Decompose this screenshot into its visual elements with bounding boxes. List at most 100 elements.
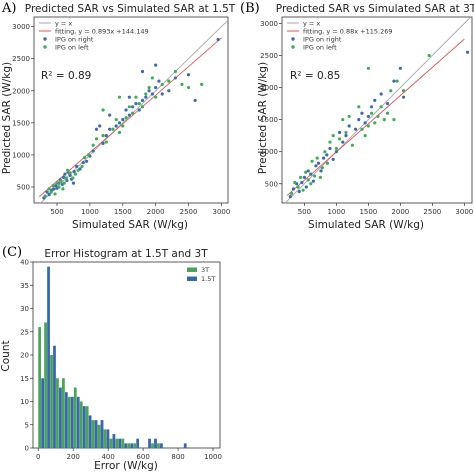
scatter-point-ipg-right <box>341 140 345 144</box>
scatter-point-ipg-right <box>288 194 292 199</box>
y-tick-label-c: 35 <box>20 282 29 290</box>
scatter-point-ipg-right <box>124 108 128 112</box>
scatter-point-ipg-left <box>401 89 406 93</box>
scatter-point-ipg-left <box>62 181 66 185</box>
scatter-point-ipg-right <box>108 127 112 131</box>
hist-bar-bar-1p5T <box>112 434 116 448</box>
scatter-point-ipg-left <box>111 127 115 131</box>
scatter-point-ipg-right <box>63 172 67 176</box>
x-tick-label-c: 1000 <box>204 453 222 461</box>
plot-content-a: 500 1000 1500 2000 2500 3000 500 1000 1500 2000 25… <box>12 19 230 216</box>
scatter-point-ipg-right <box>117 121 122 125</box>
scatter-point-ipg-right <box>319 169 323 173</box>
scatter-point-ipg-left <box>73 172 78 176</box>
hist-bar-bar-3T <box>73 387 77 448</box>
hist-bar-bar-3T <box>91 420 95 448</box>
y-tick-label-c: 10 <box>20 398 29 406</box>
x-axis-label-b: Simulated SAR (W/kg) <box>308 219 424 231</box>
scatter-point-ipg-left <box>117 130 122 135</box>
chart-title-b: Predicted SAR vs Simulated SAR at 3T <box>276 3 474 15</box>
y-tick-label-b: 1500 <box>260 116 278 124</box>
x-axis-label-c: Error (W/kg) <box>94 460 158 472</box>
x-tick-label-b: 1000 <box>327 208 345 216</box>
scatter-point-ipg-left <box>310 159 314 163</box>
scatter-point-ipg-left <box>147 85 151 90</box>
y-tick-label-b: 2000 <box>260 84 278 92</box>
hist-bar-bar-1p5T <box>154 438 157 448</box>
y-tick-label-a: 500 <box>17 183 30 191</box>
scatter-point-ipg-left <box>51 184 55 188</box>
y-tick-label-c: 15 <box>20 375 29 383</box>
scatter-point-ipg-left <box>376 114 380 119</box>
hist-bar-bar-3T <box>157 443 160 448</box>
scatter-point-ipg-right <box>154 85 158 90</box>
legend-ipg-right-swatch <box>291 37 295 41</box>
legend-label-bar-1p5T: 1.5T <box>201 275 215 283</box>
y-tick-label-a: 3000 <box>12 23 30 31</box>
scatter-point-ipg-left <box>289 191 294 195</box>
y-tick-label-c: 30 <box>20 305 29 313</box>
scatter-point-ipg-left <box>366 66 370 70</box>
y-tick-label-c: 5 <box>25 421 29 429</box>
legend-identity-line-label: y = x <box>55 19 72 27</box>
scatter-point-ipg-left <box>55 181 59 185</box>
scatter-point-ipg-right <box>61 175 66 179</box>
scatter-point-ipg-right <box>291 187 296 191</box>
hist-bar-bar-3T <box>97 424 101 448</box>
scatter-point-ipg-left <box>86 153 91 157</box>
hist-bar-bar-3T <box>127 443 131 448</box>
hist-bar-bar-3T <box>38 327 42 448</box>
scatter-point-ipg-left <box>427 53 431 58</box>
scatter-point-ipg-right <box>357 118 361 122</box>
hist-bar-bar-1p5T <box>64 392 68 448</box>
scatter-point-ipg-left <box>363 134 367 138</box>
scatter-point-ipg-right <box>337 130 342 135</box>
scatter-point-ipg-left <box>357 105 361 109</box>
scatter-point-ipg-right <box>321 156 326 160</box>
scatter-point-ipg-left <box>101 108 105 112</box>
r-squared-annotation-a: R² = 0.89 <box>41 70 91 82</box>
scatter-point-ipg-right <box>297 189 301 194</box>
scatter-point-ipg-left <box>373 121 377 125</box>
scatter-point-ipg-left <box>304 170 308 174</box>
legend-c: 3T1.5T <box>187 266 215 283</box>
scatter-point-ipg-left <box>117 95 122 99</box>
scatter-point-ipg-right <box>306 169 310 173</box>
scatter-point-ipg-left <box>71 176 75 180</box>
scatter-point-ipg-left <box>379 105 383 109</box>
scatter-point-ipg-right <box>94 127 99 131</box>
x-tick-label-c: 400 <box>101 453 114 461</box>
scatter-point-ipg-left <box>180 82 184 86</box>
scatter-point-ipg-left <box>323 150 327 154</box>
hist-bar-bar-1p5T <box>124 443 128 448</box>
x-tick-label-c: 0 <box>36 453 40 461</box>
y-tick-label-a: 1500 <box>12 119 30 127</box>
scatter-point-ipg-left <box>337 137 342 141</box>
scatter-point-ipg-right <box>127 113 131 117</box>
scatter-point-ipg-right <box>379 92 383 96</box>
scatter-point-ipg-left <box>150 76 154 80</box>
scatter-point-ipg-right <box>134 101 138 106</box>
hist-bar-bar-3T <box>115 438 119 448</box>
y-tick-label-c: 25 <box>20 328 29 336</box>
scatter-point-ipg-left <box>94 137 99 141</box>
scatter-point-ipg-right <box>140 69 145 74</box>
scatter-point-ipg-right <box>325 153 329 157</box>
scatter-point-ipg-right <box>300 180 304 185</box>
hist-bar-bar-3T <box>50 355 53 448</box>
scatter-point-ipg-left <box>395 79 399 83</box>
scatter-point-ipg-left <box>47 187 51 191</box>
x-tick-label-c: 200 <box>67 453 80 461</box>
y-tick-label-a: 2000 <box>12 87 30 95</box>
hist-bar-bar-1p5T <box>136 438 140 448</box>
panel-label-c: (C) <box>2 245 22 260</box>
scatter-point-ipg-right <box>373 98 377 102</box>
scatter-point-ipg-left <box>121 124 125 128</box>
scatter-point-ipg-left <box>127 105 131 109</box>
scatter-point-ipg-left <box>301 188 305 192</box>
plot-frame-b <box>281 16 473 204</box>
scatter-point-ipg-left <box>369 111 374 115</box>
hist-bar-bar-1p5T <box>88 415 92 448</box>
scatter-point-ipg-right <box>68 173 72 178</box>
scatter-point-ipg-right <box>85 159 89 163</box>
